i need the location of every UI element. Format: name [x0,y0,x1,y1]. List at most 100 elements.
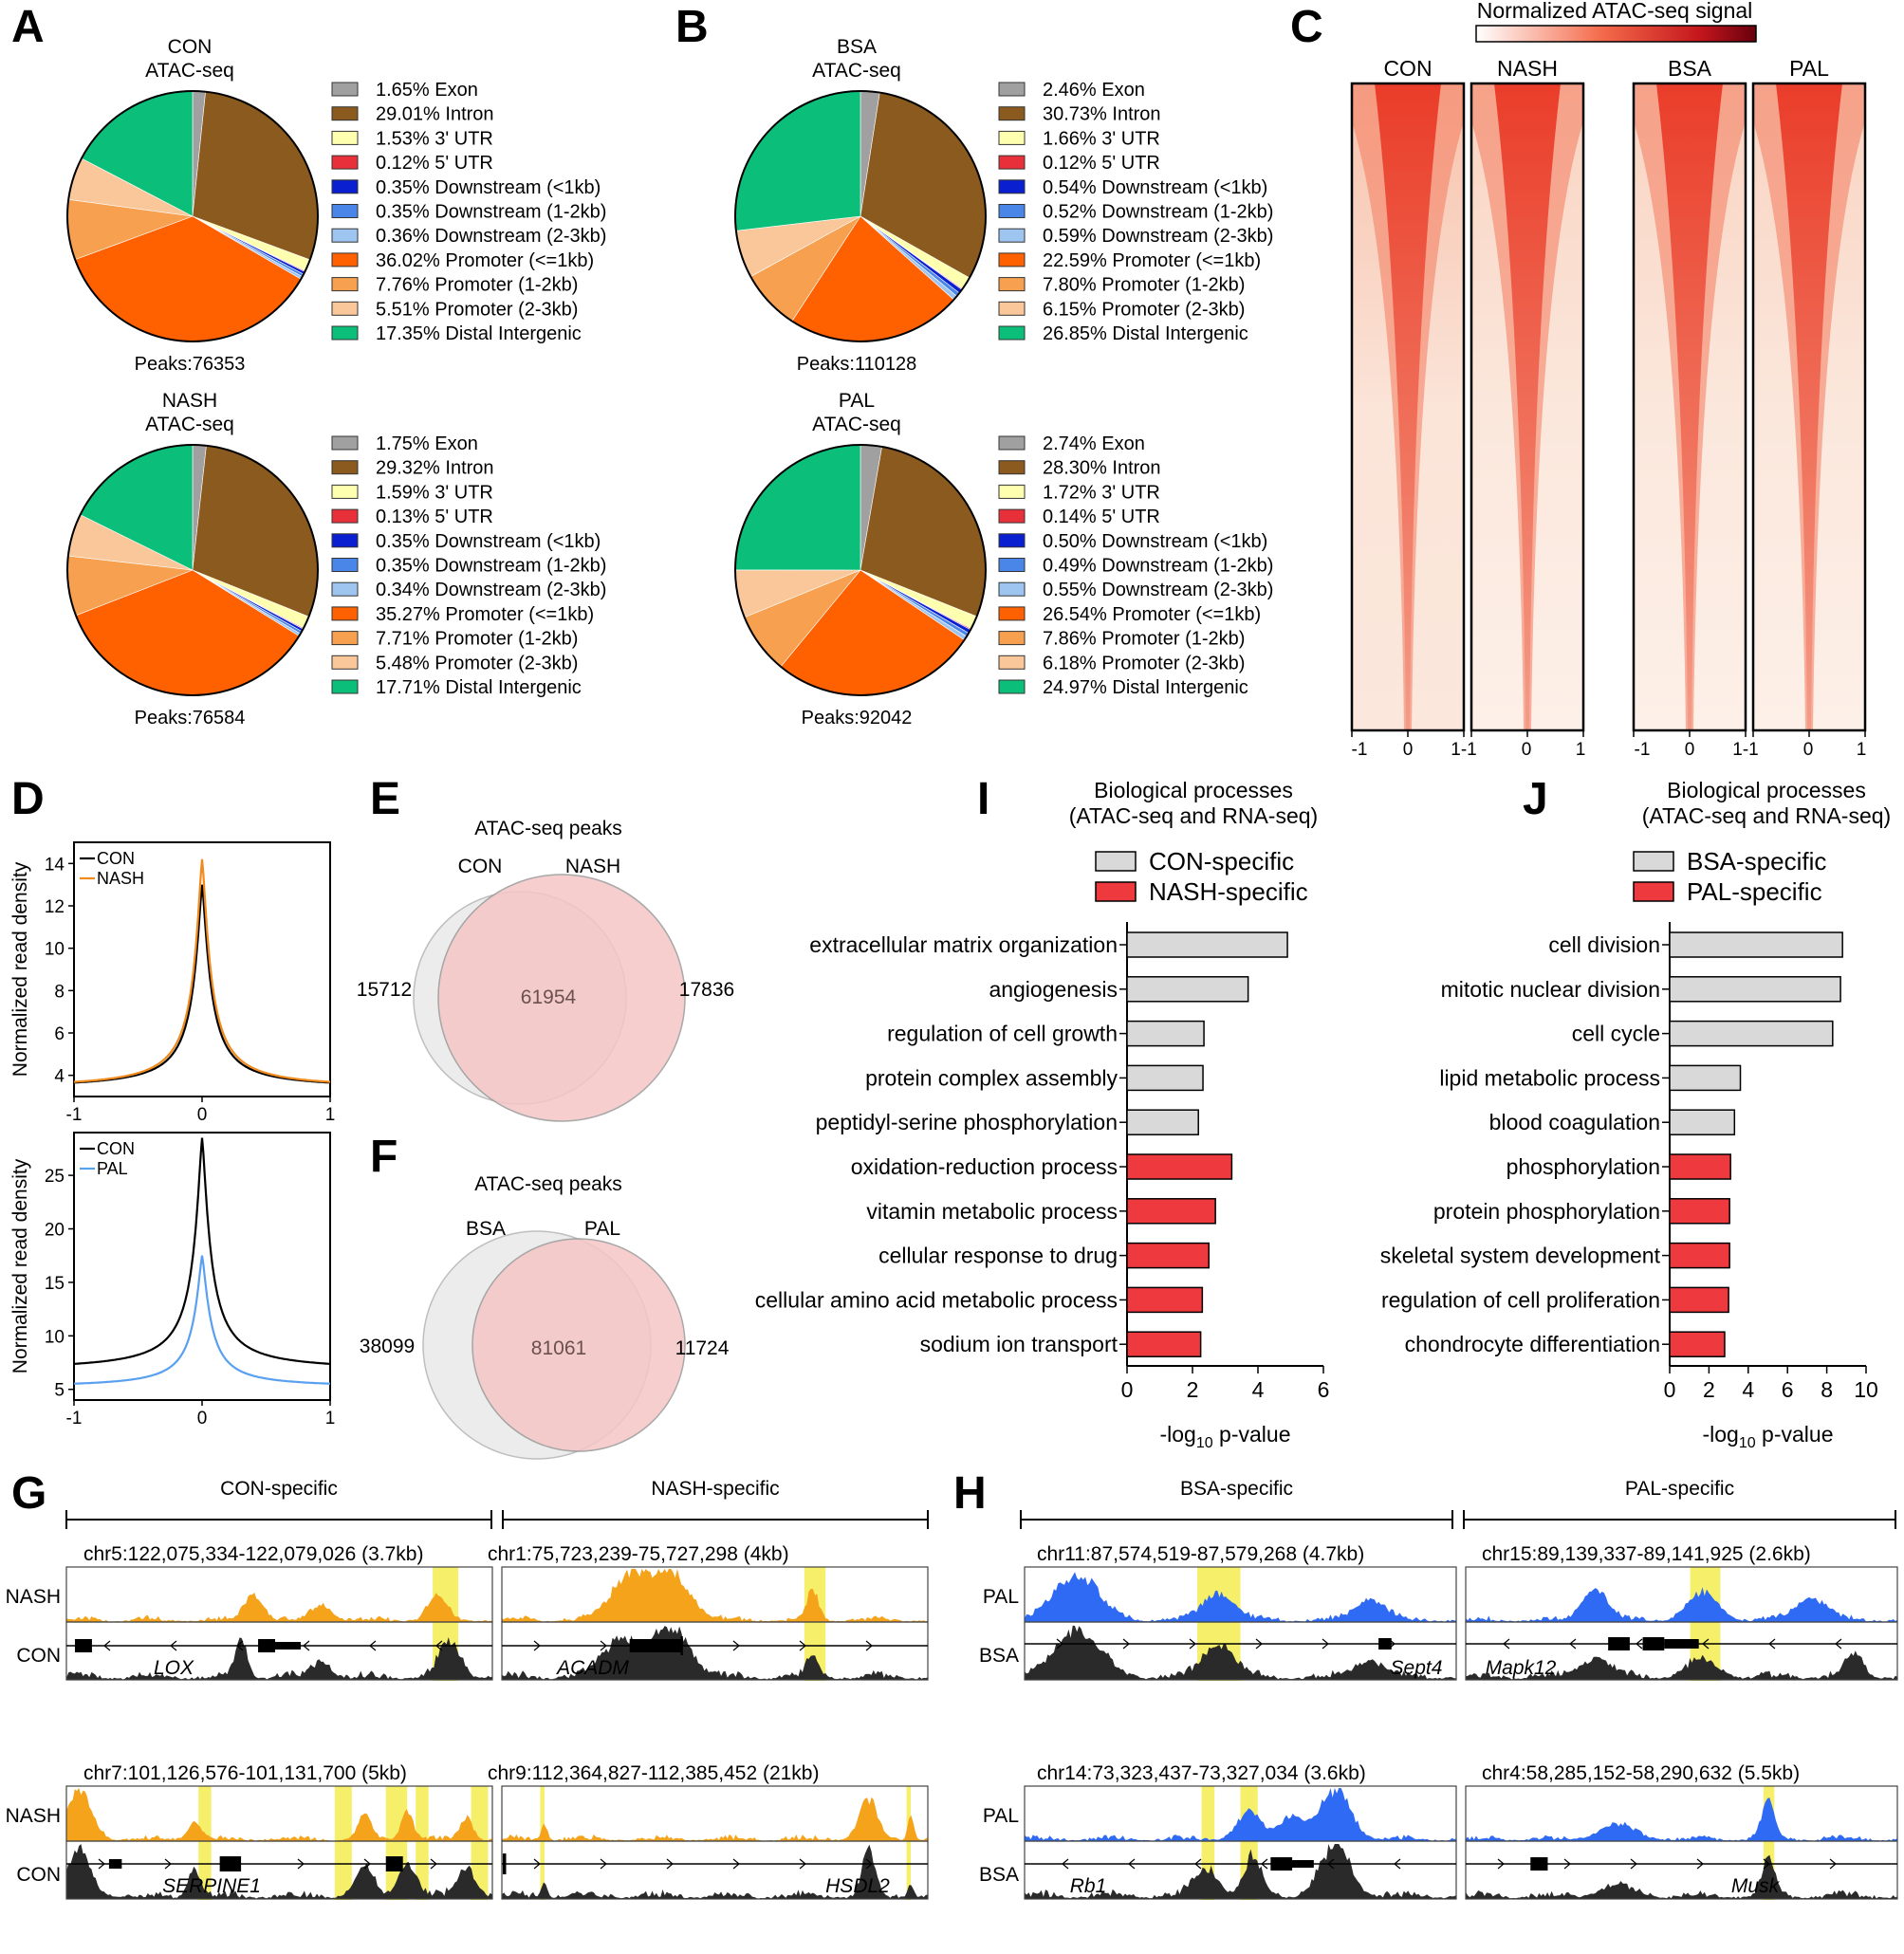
bar-x-tick-label: 4 [1252,1377,1265,1402]
heatmap-tick-label: 1 [1576,740,1586,760]
track-frame-bottom [1024,1621,1457,1681]
bar-category-label: regulation of cell growth [887,1022,1118,1046]
gene-exon [258,1639,276,1652]
legend-label: 0.12% 5' UTR [1043,153,1160,174]
legend-swatch [331,155,359,170]
bar-category-label: cellular amino acid metabolic process [755,1287,1118,1312]
locus-coordinate: chr14:73,323,437-73,327,034 (3.6kb) [1037,1762,1366,1784]
gene-name: Sept4 [1391,1657,1443,1679]
gene-arrow [103,1640,111,1651]
profile-plot-1: 5 10 15 20 25 -1 0 1 Normalized read density CONP… [9,1132,335,1429]
signal-track-top [66,1788,492,1841]
legend-swatch [331,301,359,316]
signal-track-bottom [66,1844,492,1899]
profile-line-con [74,1137,330,1365]
gene-name: Mapk12 [1486,1657,1557,1679]
bar-chart-title: Biological processes [1667,778,1866,802]
pie-subtitle: ATAC-seq [145,60,234,82]
bar-legend-label: PAL-specific [1687,877,1822,906]
gene-arrow [1261,1858,1268,1870]
legend-label: 22.59% Promoter (<=1kb) [1043,250,1261,271]
bar-category-label: blood coagulation [1489,1110,1660,1134]
bar-x-axis-label: -log10 p-value [1160,1422,1291,1451]
legend-swatch [998,82,1026,97]
gene-arrow [1189,1638,1196,1650]
track-row-label: PAL [983,1805,1019,1827]
heatmap-column-label: BSA [1668,56,1712,81]
venn-right-label: NASH [565,856,620,877]
x-label-tail: p-value [1756,1422,1834,1447]
pie-slice [734,444,861,571]
gene-arrow [732,1858,740,1870]
legend-swatch [331,484,359,499]
track-highlight [334,1786,352,1900]
pie-title: BSA [837,36,877,58]
gene-name: SERPINE1 [162,1875,261,1897]
legend-label: 30.73% Intron [1043,104,1161,125]
heatmap-column-label: NASH [1497,56,1558,81]
gene-arrow [1394,1858,1401,1870]
bar-category-label: cell division [1548,932,1660,957]
legend-label: 0.49% Downstream (1-2kb) [1043,556,1273,577]
locus-coordinate: chr11:87,574,519-87,579,268 (4.7kb) [1037,1543,1364,1565]
gene-arrow [435,1640,443,1651]
track-locus: chr4:58,285,152-58,290,632 (5.5kb) Musk [1465,1762,1898,1900]
bar [1126,1331,1202,1357]
bar [1669,1020,1834,1047]
bar [1669,1198,1730,1225]
heatmap-tick-label: -1 [1352,740,1368,760]
gene-exon [1608,1637,1630,1650]
bar-chart-0: Biological processes(ATAC-seq and RNA-se… [755,778,1330,1451]
gene-exon [1287,1860,1314,1868]
signal-track-bottom [502,1844,928,1899]
track-row-label: NASH [6,1586,61,1608]
legend-swatch [998,679,1026,694]
heatmap-tick-label: -1 [1635,740,1651,760]
bar-category-label: sodium ion transport [920,1332,1118,1356]
heatmap-tick-label: 0 [1403,740,1414,760]
legend-label: 0.12% 5' UTR [376,153,493,174]
gene-exon [502,1853,507,1874]
legend-swatch [331,679,359,694]
gene-name: Rb1 [1070,1875,1107,1897]
legend-label: 0.35% Downstream (<1kb) [376,531,601,552]
bar [1669,931,1843,958]
legend-swatch [331,533,359,548]
gene-arrow [1630,1858,1637,1870]
bar-x-tick-label: 0 [1121,1377,1134,1402]
pie-slice [734,90,861,231]
bar-category-label: regulation of cell proliferation [1381,1287,1660,1312]
profile-plot-0: 4 6 8 10 12 14 -1 0 1 Normalized read density CONN… [9,841,335,1125]
bar-legend-swatch [1095,881,1137,902]
heatmap-center-stripe [1375,83,1441,730]
legend-label: 7.76% Promoter (1-2kb) [376,275,578,296]
track-row-label: BSA [979,1864,1019,1886]
bar [1126,1198,1216,1225]
legend-label: 1.75% Exon [376,433,478,454]
bar-category-label: peptidyl-serine phosphorylation [816,1110,1118,1134]
gene-arrow [1255,1638,1263,1650]
legend-swatch [331,82,359,97]
legend-swatch [998,606,1026,621]
legend-swatch [331,558,359,572]
panel-letter-a: A [11,2,45,52]
bar [1126,1286,1204,1314]
panel-letter-b: B [675,2,709,52]
x-label-sub: 10 [1739,1435,1756,1451]
y-tick-label: 10 [45,940,65,960]
legend-swatch [331,435,359,451]
panel-letter-e: E [370,774,400,824]
x-label-sub: 10 [1196,1435,1213,1451]
signal-track-top [502,1569,928,1622]
venn-title: ATAC-seq peaks [474,818,622,839]
gene-arrow [1322,1638,1329,1650]
gene-arrow [297,1858,305,1870]
locus-coordinate: chr9:112,364,827-112,385,452 (21kb) [488,1762,819,1784]
y-tick-label: 6 [54,1024,65,1044]
venn-right-label: PAL [584,1218,620,1240]
x-tick-label: -1 [66,1409,83,1429]
heatmap-center-stripe [1776,83,1842,730]
legend-label: 6.15% Promoter (2-3kb) [1043,299,1245,320]
locus-coordinate: chr5:122,075,334-122,079,026 (3.7kb) [83,1543,423,1565]
